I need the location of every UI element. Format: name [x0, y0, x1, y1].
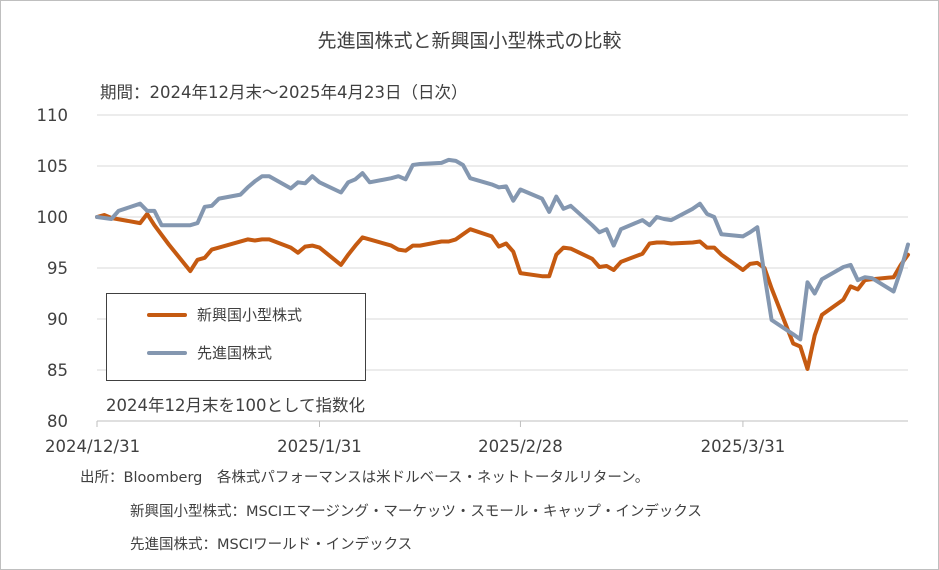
source-line-1: 出所：Bloomberg 各株式パフォーマンスは米ドルベース・ネットトータルリタ… — [80, 470, 650, 486]
chart-subtitle: 期間：2024年12月末〜2025年4月23日（日次） — [100, 83, 468, 102]
source-line-3: 先進国株式：MSCIワールド・インデックス — [130, 537, 413, 553]
x-tick-label: 2025/2/28 — [478, 437, 563, 456]
legend-item-emerging-small: 新興国小型株式 — [147, 304, 302, 325]
legend: 新興国小型株式 先進国株式 — [106, 293, 366, 381]
legend-swatch-developed — [147, 350, 187, 355]
y-tick-label: 100 — [37, 208, 69, 227]
y-tick-label: 105 — [37, 157, 69, 176]
x-tick-label: 2024/12/31 — [45, 437, 140, 456]
y-tick-label: 85 — [47, 361, 68, 380]
source-line-2: 新興国小型株式：MSCIエマージング・マーケッツ・スモール・キャップ・インデック… — [130, 504, 702, 520]
y-tick-label: 90 — [47, 310, 68, 329]
legend-item-developed: 先進国株式 — [147, 342, 272, 363]
series-line-emerging-small — [95, 211, 910, 371]
x-tick-label: 2025/3/31 — [701, 437, 786, 456]
chart-title: 先進国株式と新興国小型株式の比較 — [317, 30, 622, 52]
legend-label-developed: 先進国株式 — [197, 344, 273, 362]
y-tick-label: 95 — [47, 259, 68, 278]
y-tick-label: 80 — [47, 412, 68, 431]
legend-label-emerging-small: 新興国小型株式 — [197, 306, 303, 324]
series-line-developed — [95, 157, 910, 342]
y-tick-label: 110 — [37, 106, 69, 125]
legend-swatch-emerging-small — [147, 312, 187, 317]
index-note: 2024年12月末を100として指数化 — [106, 396, 365, 415]
x-tick-label: 2025/1/31 — [277, 437, 362, 456]
